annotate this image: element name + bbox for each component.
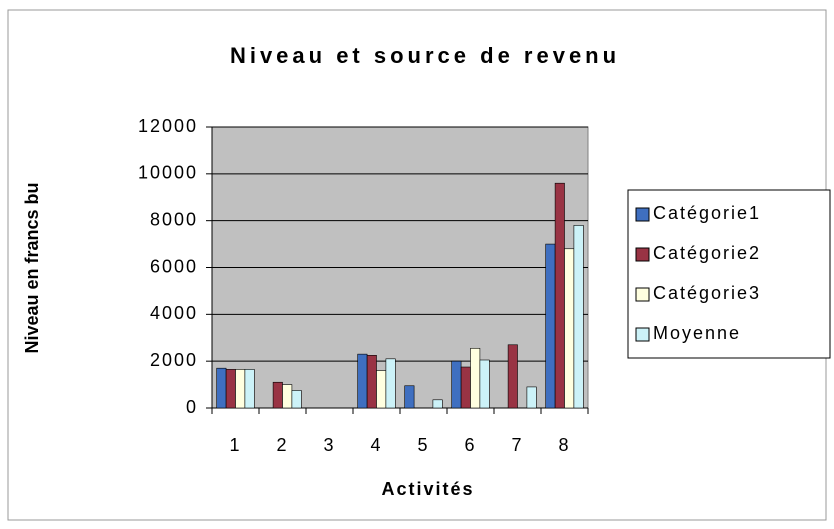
y-tick-label: 4000 [150, 303, 198, 323]
y-tick-label: 12000 [138, 116, 198, 136]
y-tick-label: 0 [186, 397, 198, 417]
bar [272, 381, 283, 409]
bar [225, 369, 236, 409]
bar [235, 369, 246, 409]
y-tick-label: 10000 [138, 163, 198, 183]
x-tick-label: 8 [558, 435, 570, 455]
x-tick-label: 6 [464, 435, 476, 455]
y-tick-label: 8000 [150, 209, 198, 229]
legend-box [627, 189, 831, 359]
bar [554, 182, 565, 409]
x-tick-label: 1 [229, 435, 241, 455]
legend-label: Catégorie1 [653, 203, 761, 223]
bar [216, 367, 227, 409]
legend-label: Catégorie3 [653, 283, 761, 303]
bar [479, 359, 490, 409]
bar [526, 386, 537, 409]
bar [244, 369, 255, 409]
legend-swatch [635, 287, 650, 302]
bar [564, 248, 575, 409]
y-tick-label: 2000 [150, 350, 198, 370]
y-tick-label: 6000 [150, 256, 198, 276]
bar [460, 366, 471, 409]
bar [404, 385, 415, 409]
bar [376, 370, 387, 409]
chart-title: Niveau et source de revenu [230, 43, 620, 68]
bar [291, 390, 302, 409]
legend-swatch [635, 207, 650, 222]
x-tick-label: 7 [511, 435, 523, 455]
bar [470, 347, 481, 409]
bar [366, 355, 377, 409]
x-tick-label: 3 [323, 435, 335, 455]
bar [545, 243, 556, 409]
bar [432, 399, 443, 409]
x-axis-label: Activités [381, 479, 474, 499]
legend-swatch [635, 247, 650, 262]
bar [385, 358, 396, 409]
y-axis-label: Niveau en francs bu [22, 182, 42, 353]
bar [282, 384, 293, 409]
legend-label: Moyenne [653, 323, 741, 343]
legend-swatch [635, 327, 650, 342]
bar [507, 344, 518, 409]
x-tick-label: 5 [417, 435, 429, 455]
x-tick-label: 4 [370, 435, 382, 455]
bar [357, 353, 368, 409]
bar [451, 360, 462, 409]
x-tick-label: 2 [276, 435, 288, 455]
legend-label: Catégorie2 [653, 243, 761, 263]
bar [573, 225, 584, 409]
